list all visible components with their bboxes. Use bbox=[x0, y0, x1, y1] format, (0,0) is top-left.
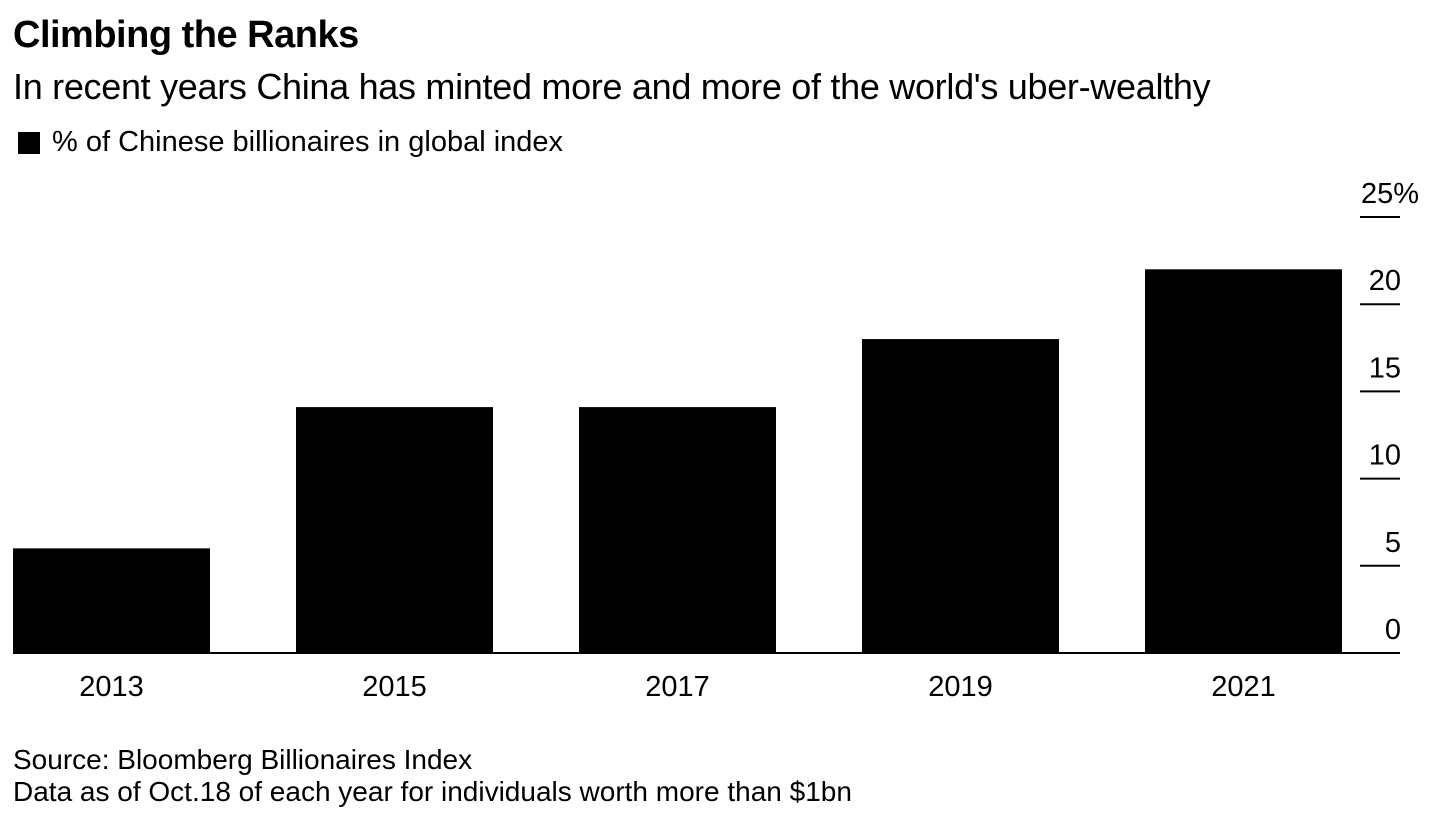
legend: % of Chinese billionaires in global inde… bbox=[18, 126, 563, 159]
y-tick-label: 10 bbox=[1369, 440, 1401, 472]
legend-swatch bbox=[18, 131, 40, 154]
source-note: Source: Bloomberg Billionaires Index bbox=[13, 744, 473, 775]
chart-title: Climbing the Ranks bbox=[13, 14, 359, 56]
y-tick-label: 20 bbox=[1369, 265, 1401, 297]
bar-2017 bbox=[579, 407, 776, 653]
y-tick-label: 25% bbox=[1361, 178, 1419, 210]
x-tick-label: 2013 bbox=[79, 671, 144, 703]
x-tick-label: 2015 bbox=[362, 671, 427, 703]
legend-label: % of Chinese billionaires in global inde… bbox=[52, 126, 564, 158]
bar-chart: 0 5 10 15 20 25% 2013 2015 2017 2019 2021 bbox=[13, 178, 1419, 703]
x-axis: 2013 2015 2017 2019 2021 bbox=[13, 652, 1400, 703]
x-tick-label: 2019 bbox=[928, 671, 993, 703]
chart-subtitle: In recent years China has minted more an… bbox=[13, 66, 1211, 107]
x-tick-label: 2021 bbox=[1211, 671, 1276, 703]
bar-2015 bbox=[296, 407, 493, 653]
bar-2021 bbox=[1145, 269, 1342, 653]
bar-2013 bbox=[13, 548, 210, 653]
bar-2019 bbox=[862, 339, 1059, 653]
y-tick-label: 15 bbox=[1369, 352, 1401, 384]
y-tick-label: 0 bbox=[1385, 614, 1401, 646]
y-axis: 0 5 10 15 20 25% bbox=[1360, 178, 1419, 646]
y-tick-label: 5 bbox=[1385, 527, 1401, 559]
x-tick-label: 2017 bbox=[645, 671, 710, 703]
data-note: Data as of Oct.18 of each year for indiv… bbox=[13, 776, 852, 807]
bars-group bbox=[13, 269, 1342, 653]
